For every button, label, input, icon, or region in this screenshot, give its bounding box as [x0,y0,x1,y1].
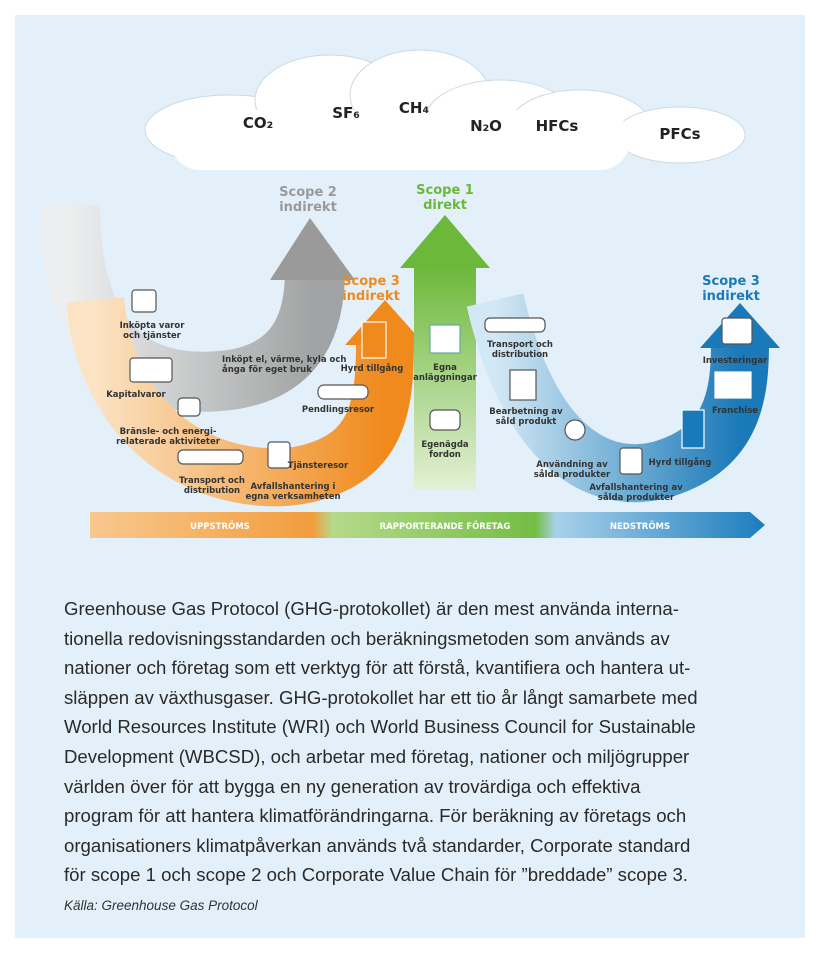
scope-label: indirekt [702,289,760,304]
activity-label: egna verksamheten [245,492,340,502]
activity-label: Avfallshantering av [589,483,683,493]
scope-label: Scope 3 [342,274,400,289]
activity-label: Pendlingsresor [302,405,375,415]
activity-label: distribution [492,350,548,360]
scope-label: indirekt [342,289,400,304]
activity-label: Användning av [536,460,608,470]
activity-label: Kapitalvaror [106,390,166,400]
activity-label: och tjänster [123,331,182,341]
activity-label: Franchise [712,406,758,416]
gas-label: HFCs [536,117,579,135]
activity-label: sålda produkter [598,492,675,503]
gas-label: PFCs [659,125,700,143]
gas-label: CO₂ [243,114,273,132]
activity-label: Hyrd tillgång [341,363,404,374]
activity-label: Avfallshantering i [251,482,336,492]
activity-label: distribution [184,486,240,496]
scope-label: direkt [423,198,467,213]
activity-label: sålda produkter [534,469,611,480]
activity-label: Bränsle- och energi- [120,427,217,437]
gas-label: CH₄ [399,99,429,117]
activity-label: Egenägda [421,440,469,450]
activity-label: såld produkt [496,416,557,427]
activity-label: Egna [433,363,457,373]
paragraph-line: Greenhouse Gas Protocol (GHG-protokollet… [64,594,799,624]
activity-label: Bearbetning av [489,407,563,417]
activity-label: relaterade aktiviteter [116,437,221,447]
flow-label: NEDSTRÖMS [610,521,670,532]
paragraph-line: World Resources Institute (WRI) och Worl… [64,712,799,742]
clouds [145,50,745,170]
scope-label: indirekt [279,200,337,215]
activity-label: Inköpt el, värme, kyla och [222,355,346,365]
activity-label: Tjänsteresor [288,461,349,471]
scope-label: Scope 2 [279,185,337,200]
activity-label: fordon [429,450,461,460]
activity-label: ånga för eget bruk [222,364,312,375]
scope-label: Scope 1 [416,183,474,198]
body-text: Greenhouse Gas Protocol (GHG-protokollet… [64,594,799,913]
paragraph-line: Development (WBCSD), och arbetar med för… [64,742,799,772]
activity-label: Transport och [179,476,245,486]
scope-label: Scope 3 [702,274,760,289]
activity-label: Hyrd tillgång [649,457,712,468]
paragraph-line: program för att hantera klimatförändring… [64,801,799,831]
gas-label: N₂O [470,117,502,135]
paragraph-line: världen över för att bygga en ny generat… [64,772,799,802]
source: Källa: Greenhouse Gas Protocol [64,898,799,913]
flow-label: UPPSTRÖMS [190,521,250,532]
paragraph-line: släppen av växthusgaser. GHG-protokollet… [64,683,799,713]
flow-label: RAPPORTERANDE FÖRETAG [380,521,511,532]
gas-label: SF₆ [332,104,360,122]
activity-label: anläggningar [413,373,477,383]
paragraph-line: organisationers klimatpåverkan används t… [64,831,799,861]
paragraph-line: nationer och företag som ett verktyg för… [64,653,799,683]
paragraph-line: tionella redovisningsstandarden och berä… [64,624,799,654]
paragraph-line: för scope 1 och scope 2 och Corporate Va… [64,860,799,890]
activity-label: Inköpta varor [120,321,186,331]
activity-label: Investeringar [703,356,768,366]
activity-label: Transport och [487,340,553,350]
